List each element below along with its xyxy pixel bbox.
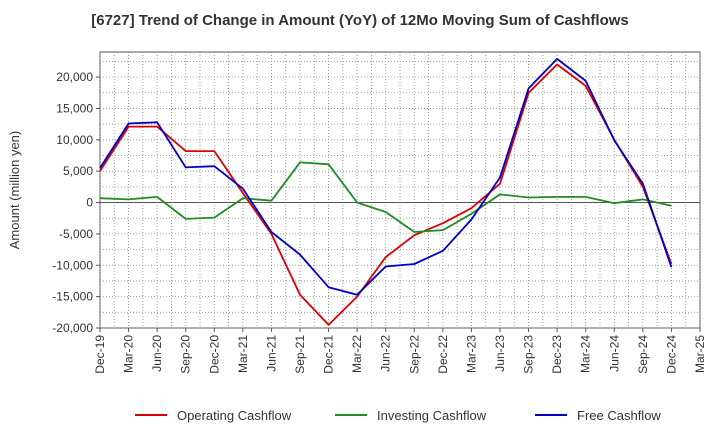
x-tick-label: Sep-21 xyxy=(293,335,307,374)
x-tick-label: Dec-22 xyxy=(436,335,450,374)
x-tick-label: Mar-24 xyxy=(579,335,593,373)
investing-cashflow-legend-label: Investing Cashflow xyxy=(377,408,487,423)
y-tick-label: 0 xyxy=(86,196,93,210)
free-cashflow-legend-label: Free Cashflow xyxy=(577,408,661,423)
x-tick-label: Mar-22 xyxy=(350,335,364,373)
x-tick-label: Jun-20 xyxy=(150,335,164,372)
y-tick-label: -20,000 xyxy=(52,321,93,335)
x-tick-label: Mar-25 xyxy=(693,335,707,373)
operating-cashflow-line xyxy=(99,63,673,326)
y-tick-label: 15,000 xyxy=(56,101,93,115)
x-tick-label: Jun-21 xyxy=(264,335,278,372)
y-axis-ticks: -20,000 -15,000 -10,000 -5,000 0 5,000 10,000 1… xyxy=(52,70,100,335)
vertical-gridlines xyxy=(99,52,701,328)
x-tick-label: Jun-22 xyxy=(379,335,393,372)
x-tick-label: Jun-24 xyxy=(607,335,621,372)
x-tick-label: Sep-20 xyxy=(179,335,193,374)
legend: Operating Cashflow Investing Cashflow Free… xyxy=(135,408,661,423)
y-tick-label: 10,000 xyxy=(56,133,93,147)
y-tick-label: 20,000 xyxy=(56,70,93,84)
x-tick-label: Dec-24 xyxy=(664,335,678,374)
x-axis-ticks: Dec-19 Mar-20 Jun-20 Sep-20 Dec-20 Mar-21 Jun-… xyxy=(93,328,707,374)
x-tick-label: Jun-23 xyxy=(493,335,507,372)
x-tick-label: Mar-21 xyxy=(236,335,250,373)
x-tick-label: Sep-23 xyxy=(522,335,536,374)
chart-title: [6727] Trend of Change in Amount (YoY) o… xyxy=(91,12,629,29)
investing-cashflow-line xyxy=(99,161,672,233)
y-tick-label: -10,000 xyxy=(52,258,93,272)
y-axis-label: Amount (million yen) xyxy=(7,131,22,250)
x-tick-label: Mar-23 xyxy=(464,335,478,373)
operating-cashflow-legend-label: Operating Cashflow xyxy=(177,408,292,423)
y-tick-label: 5,000 xyxy=(63,164,93,178)
y-tick-label: -15,000 xyxy=(52,290,93,304)
free-cashflow-line xyxy=(99,58,673,296)
y-tick-label: -5,000 xyxy=(59,227,93,241)
x-tick-label: Dec-23 xyxy=(550,335,564,374)
x-tick-label: Dec-20 xyxy=(207,335,221,374)
x-tick-label: Dec-21 xyxy=(322,335,336,374)
series-lines xyxy=(99,58,673,326)
x-tick-label: Sep-24 xyxy=(636,335,650,374)
x-tick-label: Dec-19 xyxy=(93,335,107,374)
x-tick-label: Sep-22 xyxy=(407,335,421,374)
x-tick-label: Mar-20 xyxy=(122,335,136,373)
